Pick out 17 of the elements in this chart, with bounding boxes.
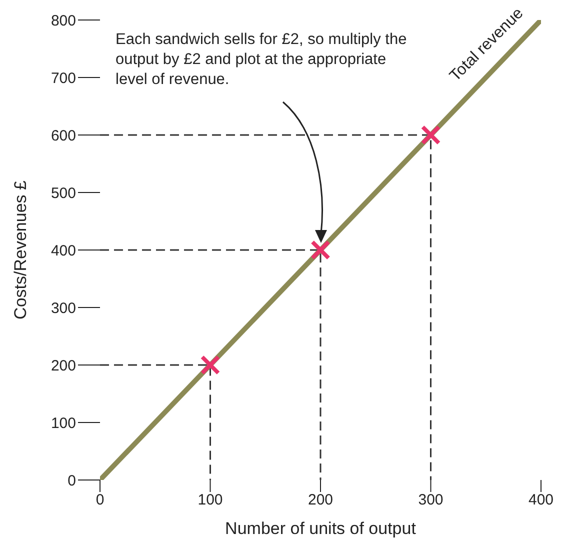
y-tick-label: 0: [68, 472, 76, 490]
y-tick-label: 300: [50, 300, 76, 317]
x-axis-title: Number of units of output: [225, 519, 416, 538]
annotation: Each sandwich sells for £2, so multiply the output by £2 and plot at the appropriate level of revenue.: [116, 30, 408, 90]
x-tick-label: 300: [418, 492, 444, 509]
x-tick-label: 200: [308, 492, 334, 509]
y-tick-label: 200: [50, 357, 76, 374]
y-tick-label: 700: [50, 70, 76, 87]
x-tick-label: 400: [528, 492, 554, 509]
y-axis-title: Costs/Revenues £: [11, 180, 30, 320]
x-tick-label: 0: [96, 492, 104, 509]
y-tick-label: 500: [50, 184, 76, 202]
x-tick-label: 100: [198, 492, 223, 509]
y-tick-label: 600: [50, 127, 76, 144]
y-tick-label: 800: [50, 12, 76, 30]
y-tick-label: 400: [50, 242, 76, 260]
y-tick-label: 100: [50, 414, 76, 432]
